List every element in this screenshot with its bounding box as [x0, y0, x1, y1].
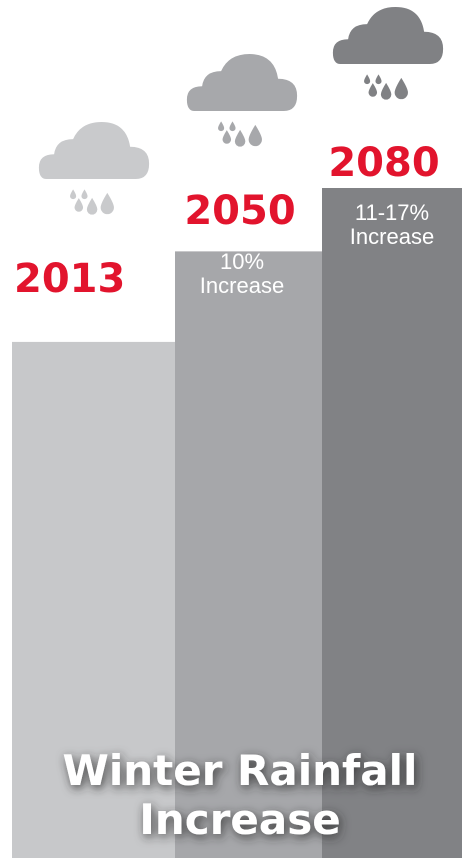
rain-cloud-icon [38, 122, 150, 215]
increase-label-2050-line-1: 10% [220, 249, 264, 274]
chart-title-line-2: Increase [139, 795, 340, 844]
rain-cloud-icon [186, 54, 298, 147]
year-label-2013: 2013 [14, 256, 125, 302]
bar-2080 [322, 188, 462, 858]
increase-label-2080-line-2: Increase [350, 224, 434, 249]
increase-label-2050-line-2: Increase [200, 273, 284, 298]
chart-title-line-1: Winter Rainfall [63, 746, 418, 795]
bar-2050 [175, 251, 322, 858]
year-label-2080: 2080 [328, 140, 439, 186]
year-label-2050: 2050 [184, 188, 295, 234]
increase-label-2080-line-1: 11-17% [355, 200, 429, 225]
rain-cloud-icon [332, 6, 444, 100]
bar-2013 [12, 341, 175, 858]
